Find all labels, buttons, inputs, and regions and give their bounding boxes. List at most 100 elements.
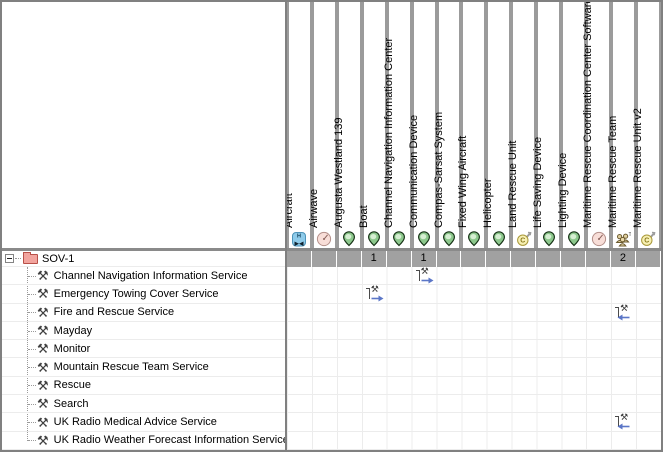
column-count: [486, 251, 512, 267]
svg-text:C: C: [520, 238, 525, 245]
tree-item-mountain-rescue-team-service[interactable]: ⚒ Mountain Rescue Team Service: [2, 358, 285, 377]
tree-item-uk-radio-weather-forecast-information-service[interactable]: ⚒ UK Radio Weather Forecast Information S…: [2, 432, 285, 450]
column-header-aircraft[interactable]: Aircraft H: [287, 2, 312, 248]
column-header-maritime-rescue-team[interactable]: Maritime Rescue Team T: [607, 2, 636, 248]
column-header-maritime-rescue-unit-v2[interactable]: Maritime Rescue Unit v2 C: [632, 2, 661, 248]
svg-text:H: H: [297, 234, 301, 240]
tree-root-row[interactable]: SOV-1: [2, 251, 285, 267]
column-label: Compas-Sarsat System: [432, 111, 445, 228]
shield-icon: [391, 231, 407, 247]
tree-item-label: Mayday: [53, 324, 93, 337]
column-header-fixed-wing-aircraft[interactable]: Fixed Wing Aircraft: [457, 2, 486, 248]
matrix-row[interactable]: [287, 413, 661, 432]
tree-item-uk-radio-medical-advice-service[interactable]: ⚒ UK Radio Medical Advice Service: [2, 413, 285, 432]
tools-glyph: ⚒: [370, 284, 379, 295]
shield-icon: [416, 231, 432, 247]
column-header-compas-sarsat-system[interactable]: Compas-Sarsat System: [433, 2, 462, 248]
column-count-row: 1 1 2: [287, 251, 661, 267]
relationship-cell-left-arrow-icon[interactable]: ⚒: [614, 302, 633, 321]
tree-item-emergency-towing-cover-service[interactable]: ⚒ Emergency Towing Cover Service: [2, 285, 285, 304]
tools-glyph: ⚒: [420, 267, 429, 276]
tree-connector: [15, 258, 21, 259]
shield-icon: [491, 231, 507, 247]
matrix-row[interactable]: [287, 377, 661, 396]
column-label: Fixed Wing Aircraft: [457, 135, 470, 228]
tree-item-label: Fire and Rescue Service: [53, 306, 175, 319]
operational-service-icon: ⚒: [37, 432, 49, 448]
shield-icon: [366, 231, 382, 247]
column-header-box: Boat: [358, 2, 385, 248]
column-header-life-saving-device[interactable]: Life Saving Device: [532, 2, 561, 248]
matrix-row[interactable]: [287, 267, 661, 286]
matrix-row[interactable]: [287, 340, 661, 359]
column-header-box: Lighting Device: [557, 2, 585, 248]
tree-item-monitor[interactable]: ⚒ Monitor: [2, 340, 285, 359]
column-header-maritime-rescue-coordination-center-software[interactable]: Maritime Rescue Coordination Center Soft…: [582, 2, 611, 248]
column-label: Maritime Rescue Unit v2: [631, 108, 644, 228]
tree-items: ⚒ Channel Navigation Information Service ⚒…: [2, 267, 285, 450]
column-count: [337, 251, 362, 267]
column-label: Boat: [357, 205, 370, 228]
tree-item-label: Rescue: [53, 379, 91, 392]
column-header-box: Maritime Rescue Coordination Center Soft…: [582, 2, 609, 248]
disc-icon: [591, 231, 607, 247]
tree-item-label: UK Radio Medical Advice Service: [53, 416, 217, 429]
column-header-box: Compas-Sarsat System: [433, 2, 460, 248]
matrix-row[interactable]: [287, 432, 661, 450]
tree-item-label: Channel Navigation Information Service: [53, 269, 248, 282]
column-count: [287, 251, 312, 267]
column-label: Airwave: [307, 188, 320, 228]
column-count: [561, 251, 587, 267]
matrix-row[interactable]: [287, 322, 661, 341]
column-header-lighting-device[interactable]: Lighting Device: [557, 2, 586, 248]
column-headers: Aircraft H Airwave Augusta Westland 139 Boat…: [287, 2, 661, 248]
column-count: [586, 251, 611, 267]
column-header-box: Maritime Rescue Unit v2 C: [632, 2, 659, 248]
column-label: Aircraft: [287, 193, 295, 228]
direction-arrow: [617, 314, 630, 321]
matrix-row[interactable]: [287, 395, 661, 414]
matrix-row[interactable]: [287, 304, 661, 322]
tree-item-label: UK Radio Weather Forecast Information Se…: [53, 434, 285, 447]
folder-icon: [23, 251, 38, 264]
column-header-box: Life Saving Device: [532, 2, 560, 248]
column-count: [387, 251, 412, 267]
column-count: 2: [611, 251, 636, 267]
tools-glyph: ⚒: [620, 302, 629, 313]
column-header-boat[interactable]: Boat: [358, 2, 387, 248]
column-header-land-rescue-unit[interactable]: Land Rescue Unit C: [507, 2, 536, 248]
tree-item-mayday[interactable]: ⚒ Mayday: [2, 322, 285, 341]
matrix-row[interactable]: [287, 285, 661, 304]
relationship-cell-right-arrow-icon[interactable]: ⚒: [365, 284, 384, 302]
team-icon: T: [615, 231, 631, 247]
tree-item-search[interactable]: ⚒ Search: [2, 395, 285, 414]
operational-service-icon: ⚒: [37, 359, 49, 375]
column-header-channel-navigation-information-center[interactable]: Channel Navigation Information Center: [383, 2, 412, 248]
column-header-box: Channel Navigation Information Center: [383, 2, 410, 248]
operational-service-icon: ⚒: [37, 286, 49, 302]
collapse-expander-icon[interactable]: [5, 254, 14, 263]
tree-guide-line: [27, 267, 28, 441]
tree-item-channel-navigation-information-service[interactable]: ⚒ Channel Navigation Information Service: [2, 267, 285, 286]
column-header-box: Land Rescue Unit C: [507, 2, 535, 248]
relationship-cell-right-arrow-icon[interactable]: ⚒: [415, 267, 434, 284]
column-count: [437, 251, 462, 267]
column-count: [636, 251, 661, 267]
column-header-augusta-westland-139[interactable]: Augusta Westland 139: [333, 2, 362, 248]
tree-item-rescue[interactable]: ⚒ Rescue: [2, 377, 285, 396]
tree-item-label: Search: [53, 397, 89, 410]
bracket-glyph: [615, 306, 620, 318]
panel-separator: [285, 2, 287, 450]
column-header-airwave[interactable]: Airwave: [308, 2, 337, 248]
column-count: [511, 251, 537, 267]
column-label: Maritime Rescue Coordination Center Soft…: [582, 2, 595, 228]
column-label: Life Saving Device: [532, 136, 545, 228]
column-count: [461, 251, 487, 267]
matrix-row[interactable]: [287, 358, 661, 377]
svg-text:T: T: [629, 232, 632, 238]
column-header-helicopter[interactable]: Helicopter: [482, 2, 511, 248]
tree-item-fire-and-rescue-service[interactable]: ⚒ Fire and Rescue Service: [2, 304, 285, 322]
column-header-communication-device[interactable]: Communication Device: [408, 2, 437, 248]
relationship-cell-left-arrow-icon[interactable]: ⚒: [614, 412, 633, 430]
